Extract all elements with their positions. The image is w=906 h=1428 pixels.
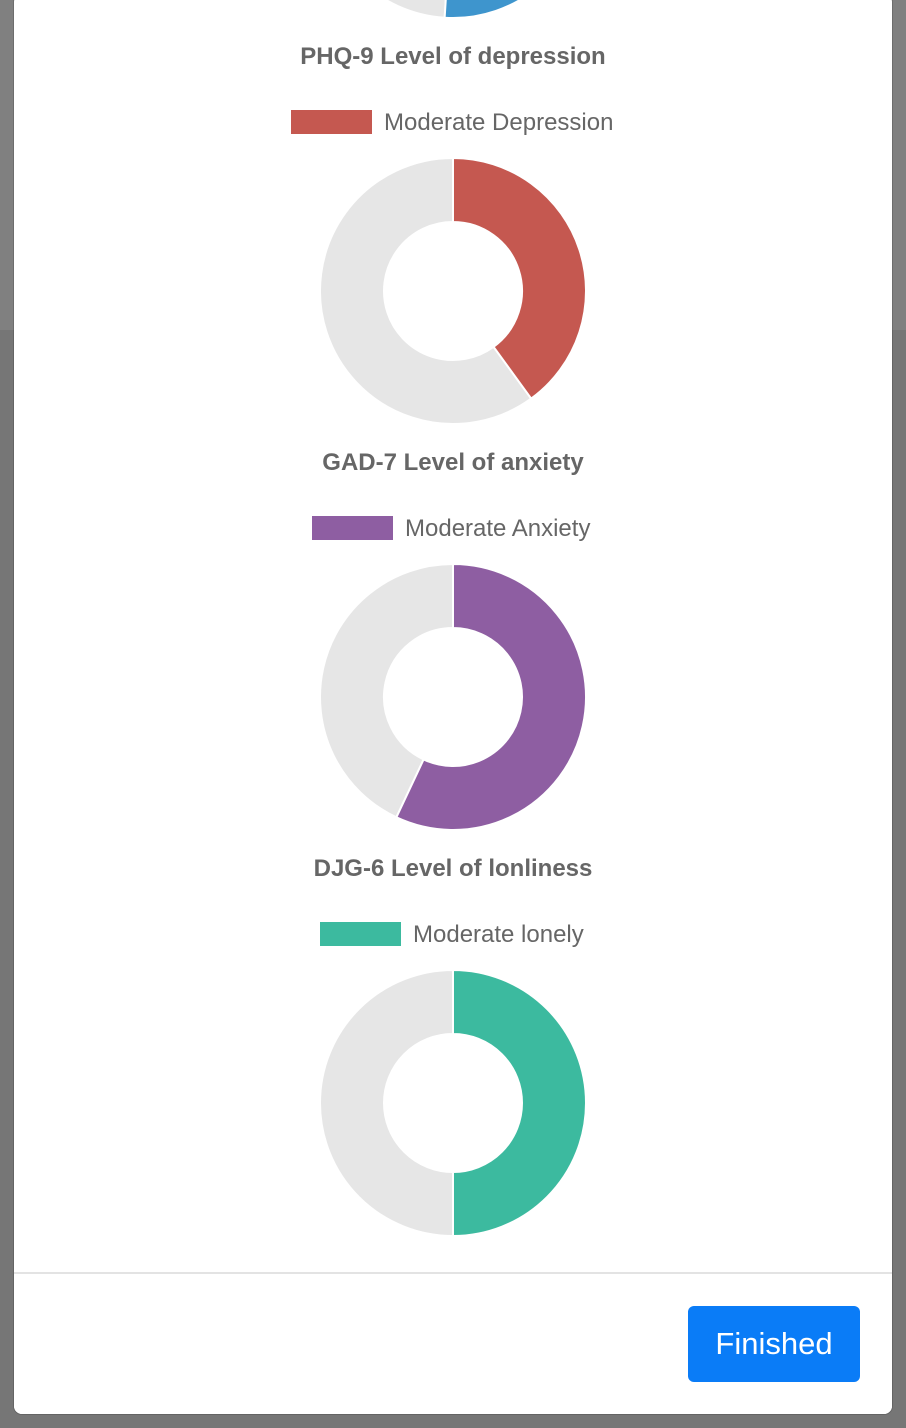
doughnut-value-segment[interactable] xyxy=(452,968,587,1238)
doughnut-background-segment[interactable] xyxy=(319,562,454,819)
chart-phq9: PHQ-9 Level of depression Moderate Depre… xyxy=(291,43,613,425)
legend-color-box[interactable] xyxy=(320,922,401,946)
chart-title: PHQ-9 Level of depression xyxy=(300,43,605,70)
doughnut-background-segment[interactable] xyxy=(319,156,533,425)
legend-color-box[interactable] xyxy=(291,110,372,134)
chart-gad7: GAD-7 Level of anxiety Moderate Anxiety xyxy=(312,449,590,831)
doughnut-value-segment[interactable] xyxy=(395,562,587,831)
results-modal: PHQ-9 Level of depression Moderate Depre… xyxy=(14,0,892,1414)
doughnut-value-segment[interactable] xyxy=(452,156,587,400)
finished-button[interactable]: Finished xyxy=(688,1306,860,1382)
legend-color-box[interactable] xyxy=(312,516,393,540)
partial-doughnut-chart xyxy=(384,0,522,19)
chart-djg6: DJG-6 Level of lonliness Moderate lonely xyxy=(314,855,593,1238)
chart-title: GAD-7 Level of anxiety xyxy=(322,449,584,476)
charts-area: PHQ-9 Level of depression Moderate Depre… xyxy=(291,0,613,1238)
legend-label[interactable]: Moderate Depression xyxy=(384,109,613,136)
chart-title: DJG-6 Level of lonliness xyxy=(314,855,593,882)
partial-chart-segment xyxy=(443,0,522,19)
modal-body: PHQ-9 Level of depression Moderate Depre… xyxy=(14,0,892,1272)
legend-label[interactable]: Moderate lonely xyxy=(413,921,584,948)
partial-chart-background-arc xyxy=(384,0,447,19)
modal-footer: Finished xyxy=(14,1272,892,1414)
legend-label[interactable]: Moderate Anxiety xyxy=(405,515,590,542)
doughnut-background-segment[interactable] xyxy=(319,968,454,1238)
